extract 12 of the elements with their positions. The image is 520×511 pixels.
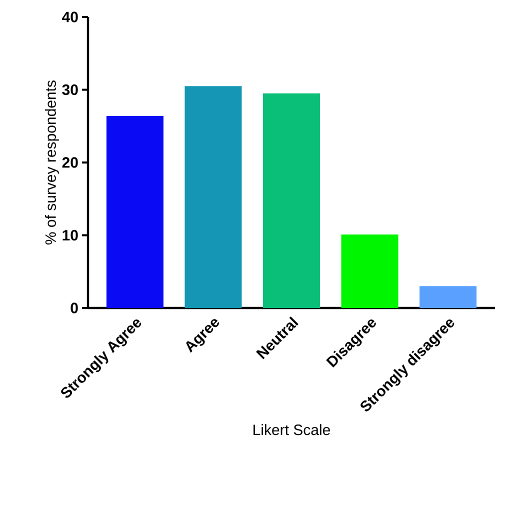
y-axis-title: % of survey respondents xyxy=(44,80,59,245)
bar xyxy=(262,93,320,308)
bar xyxy=(106,116,164,308)
y-tick-label: 20 xyxy=(62,157,78,168)
x-axis-title: Likert Scale xyxy=(254,424,330,436)
y-tick-label: 30 xyxy=(62,84,78,96)
bar xyxy=(184,86,242,308)
y-tick-label: 40 xyxy=(62,12,78,22)
bar xyxy=(341,234,398,308)
bar xyxy=(420,286,477,308)
y-tick-label: 10 xyxy=(62,230,78,241)
y-tick-label: 0 xyxy=(70,302,78,314)
